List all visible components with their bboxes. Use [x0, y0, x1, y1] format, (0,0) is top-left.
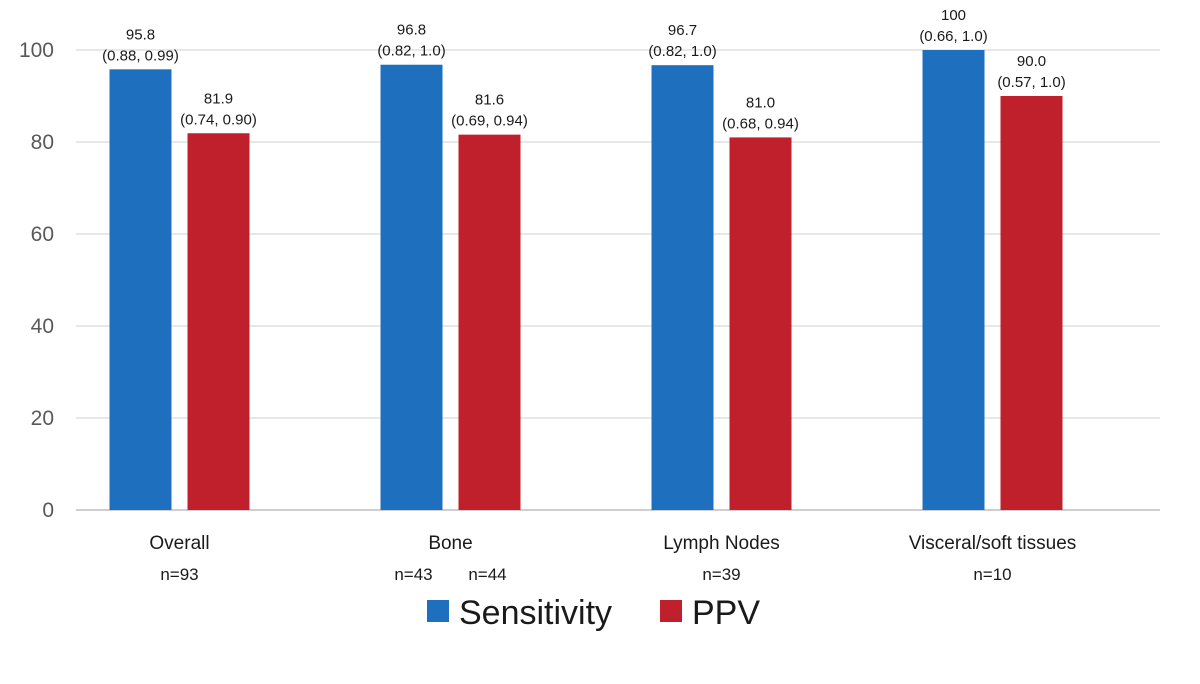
y-axis-ticks: 0 20 40 60 80 100 [19, 39, 54, 522]
data-labels: 95.8 (0.88, 0.99) 81.9 (0.74, 0.90) 96.8 (0.8… [102, 7, 1066, 132]
bar-ppv-2 [729, 137, 792, 510]
bar-ppv-0 [187, 133, 250, 510]
ci-label-ppv-1: (0.69, 0.94) [451, 113, 528, 130]
y-tick-label-80: 80 [31, 131, 54, 154]
ci-label-ppv-0: (0.74, 0.90) [180, 111, 257, 128]
legend-label-sensitivity: Sensitivity [459, 594, 612, 632]
bar-sensitivity-1 [380, 64, 443, 510]
data-label-ppv-0: 81.9 [204, 90, 233, 107]
n-label-0: n=93 [160, 565, 198, 584]
bars [109, 50, 1063, 511]
ci-label-sensitivity-2: (0.82, 1.0) [648, 43, 716, 60]
n-label-1-b: n=44 [468, 565, 506, 584]
data-label-ppv-3: 90.0 [1017, 53, 1046, 70]
ci-label-sensitivity-0: (0.88, 0.99) [102, 47, 179, 64]
legend-swatch-ppv [660, 600, 682, 622]
data-label-ppv-1: 81.6 [475, 92, 504, 109]
category-label-0: Overall [149, 533, 209, 554]
category-label-1: Bone [428, 533, 472, 554]
ci-label-ppv-3: (0.57, 1.0) [997, 74, 1065, 91]
y-tick-label-60: 60 [31, 223, 54, 246]
n-label-1-a: n=43 [394, 565, 432, 584]
n-label-2: n=39 [702, 565, 740, 584]
y-tick-label-100: 100 [19, 39, 54, 62]
x-axis-categories: Overall n=93 Bone n=43 n=44 Lymph Nodes n=39 Vi… [149, 533, 1076, 584]
data-label-sensitivity-0: 95.8 [126, 26, 155, 43]
ci-label-sensitivity-1: (0.82, 1.0) [377, 43, 445, 60]
legend: Sensitivity PPV [427, 594, 760, 632]
data-label-sensitivity-1: 96.8 [397, 22, 426, 39]
bar-sensitivity-0 [109, 69, 172, 510]
bar-sensitivity-2 [651, 65, 714, 511]
bar-sensitivity-3 [922, 50, 985, 510]
y-tick-label-40: 40 [31, 315, 54, 338]
category-label-3: Visceral/soft tissues [909, 533, 1077, 554]
category-label-2: Lymph Nodes [663, 533, 780, 554]
y-tick-label-0: 0 [42, 499, 54, 522]
n-label-3: n=10 [973, 565, 1011, 584]
ci-label-sensitivity-3: (0.66, 1.0) [919, 28, 987, 45]
bar-ppv-3 [1000, 96, 1063, 510]
legend-label-ppv: PPV [692, 594, 760, 632]
data-label-sensitivity-3: 100 [941, 7, 966, 24]
ci-label-ppv-2: (0.68, 0.94) [722, 115, 799, 132]
legend-swatch-sensitivity [427, 600, 449, 622]
bar-ppv-1 [458, 134, 521, 510]
data-label-ppv-2: 81.0 [746, 94, 775, 111]
data-label-sensitivity-2: 96.7 [668, 22, 697, 39]
y-tick-label-20: 20 [31, 407, 54, 430]
